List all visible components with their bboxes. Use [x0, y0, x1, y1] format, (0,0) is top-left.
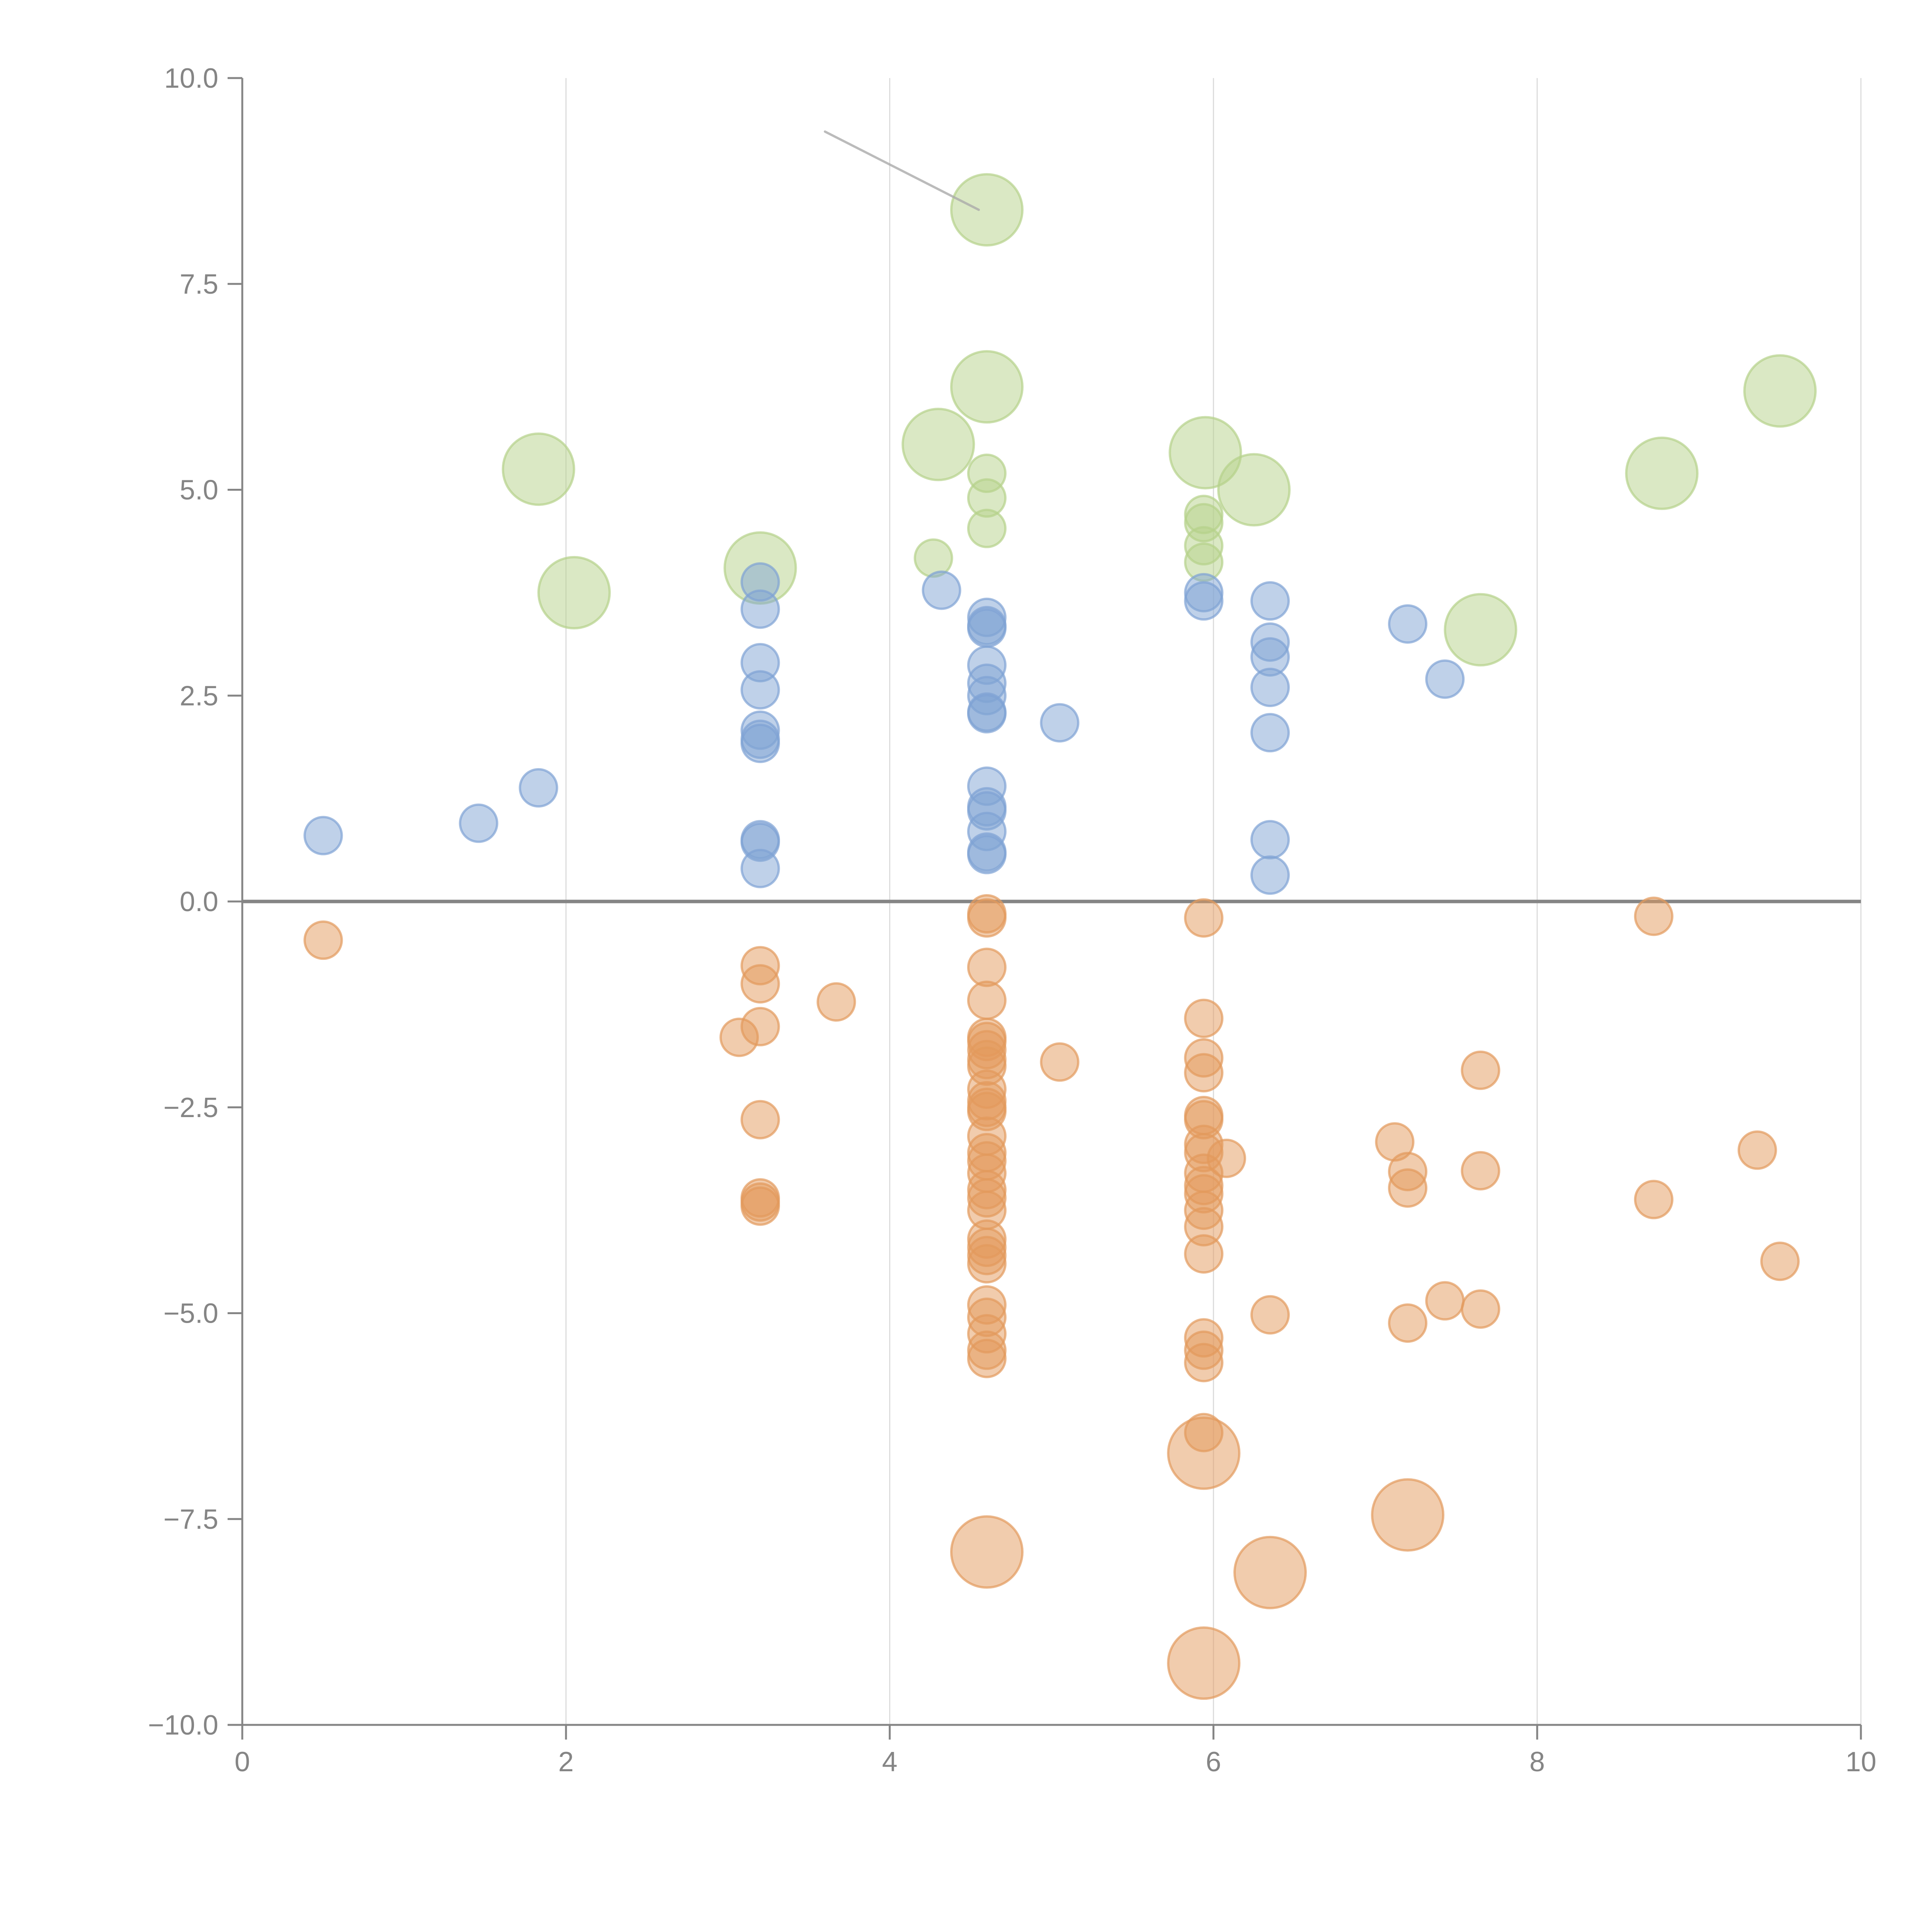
blue-point [740, 670, 780, 710]
blue-point [1388, 604, 1428, 644]
green-point [502, 432, 575, 506]
blue-point [1250, 581, 1290, 621]
orange-point [1250, 1295, 1290, 1335]
y-tick-label: 5.0 [180, 475, 218, 506]
green-point [913, 538, 953, 578]
orange-point [1184, 1343, 1224, 1383]
blue-point [740, 589, 780, 629]
blue-point [740, 723, 780, 763]
green-point [967, 509, 1007, 548]
blue-point [1425, 659, 1465, 699]
y-tick-label: −7.5 [163, 1504, 218, 1535]
y-tick-label: −10.0 [148, 1710, 218, 1741]
annotation-leader-line [824, 130, 980, 211]
orange-point [740, 964, 780, 1004]
data-points [303, 173, 1817, 1700]
orange-point [1184, 1234, 1224, 1274]
orange-point [967, 947, 1007, 987]
orange-point [967, 898, 1007, 938]
orange-point [1184, 1053, 1224, 1093]
orange-point [1371, 1478, 1445, 1552]
axes [228, 77, 1862, 1740]
blue-point [1250, 820, 1290, 860]
x-tick-label: 2 [558, 1747, 574, 1777]
orange-point [1634, 1180, 1673, 1219]
orange-point [740, 1007, 780, 1046]
x-tick-label: 10 [1845, 1747, 1876, 1777]
y-tick-label: 2.5 [180, 680, 218, 711]
orange-point [1388, 1303, 1428, 1343]
x-tick-label: 0 [235, 1747, 250, 1777]
y-tick-label: −5.0 [163, 1298, 218, 1329]
orange-point [967, 980, 1007, 1020]
blue-point [519, 768, 558, 808]
orange-point [1760, 1242, 1800, 1281]
orange-point [1737, 1130, 1777, 1170]
x-tick-label: 4 [882, 1747, 898, 1777]
orange-point [1388, 1168, 1428, 1208]
blue-point [1250, 855, 1290, 895]
orange-point [950, 1515, 1024, 1589]
orange-point [1167, 1416, 1241, 1490]
green-point [1444, 593, 1517, 667]
orange-point [1425, 1281, 1465, 1321]
orange-point [967, 1244, 1007, 1284]
blue-point [1040, 703, 1080, 743]
y-tick-label: 7.5 [180, 269, 218, 300]
green-point [1217, 453, 1291, 527]
orange-point [1184, 898, 1224, 938]
orange-point [1461, 1289, 1500, 1329]
blue-point [922, 570, 961, 610]
orange-point [1233, 1536, 1307, 1609]
orange-point [967, 1338, 1007, 1378]
blue-point [1250, 667, 1290, 707]
y-tick-label: 0.0 [180, 886, 218, 917]
blue-point [967, 835, 1007, 874]
blue-point [303, 816, 343, 855]
orange-point [740, 1186, 780, 1226]
blue-point [459, 803, 498, 843]
orange-point [816, 982, 856, 1022]
y-tick-label: −2.5 [163, 1092, 218, 1123]
orange-point [1040, 1042, 1080, 1082]
annotations [824, 130, 980, 211]
y-tick-label: 10.0 [164, 63, 218, 94]
orange-point [1167, 1626, 1241, 1700]
x-tick-label: 8 [1529, 1747, 1545, 1777]
green-point [537, 556, 611, 629]
x-tick-label: 6 [1206, 1747, 1221, 1777]
orange-point [1461, 1050, 1500, 1090]
green-point [950, 173, 1024, 247]
green-point [1743, 354, 1817, 428]
orange-point [1206, 1138, 1246, 1178]
orange-point [740, 1100, 780, 1139]
blue-point [1250, 713, 1290, 753]
blue-point [1184, 581, 1224, 621]
tick-labels: 0 2 4 6 8 10 −10.0 −7.5 −5.0 −2.5 0.0 2.5 5.0 7.5 10.0 [148, 63, 1876, 1777]
orange-point [1461, 1151, 1500, 1190]
green-point [901, 408, 975, 481]
blue-point [740, 849, 780, 888]
blue-point [967, 608, 1007, 648]
blue-point [967, 694, 1007, 734]
green-point [1625, 436, 1699, 510]
green-point [950, 350, 1024, 424]
orange-point [303, 920, 343, 960]
orange-point [1184, 998, 1224, 1038]
orange-point [1634, 896, 1673, 936]
